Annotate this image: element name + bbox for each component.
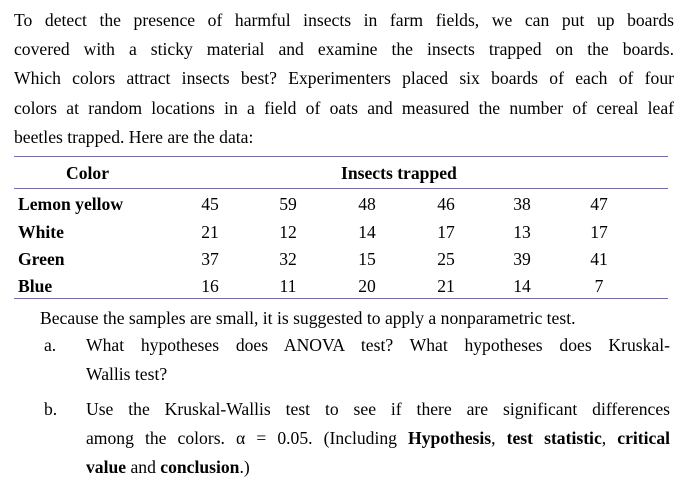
table-top-rule xyxy=(14,156,668,157)
question-b-text-segment: , xyxy=(491,428,507,448)
table-cell: 15 xyxy=(358,249,376,269)
table-cell: 59 xyxy=(279,194,297,214)
table-cell: 20 xyxy=(358,276,376,296)
value-emphasis: value xyxy=(86,457,127,477)
table-cell: 37 xyxy=(201,249,219,269)
table-cell: 14 xyxy=(358,222,376,242)
question-b-label: b. xyxy=(44,399,58,419)
row-label-blue: Blue xyxy=(18,276,53,296)
row-label-lemon-yellow: Lemon yellow xyxy=(18,194,124,214)
table-cell: 13 xyxy=(513,222,531,242)
column-header-insects: Insects trapped xyxy=(341,163,457,183)
intro-line: colors at random locations in a field of… xyxy=(14,97,674,118)
question-b-text-segment: , xyxy=(601,428,618,448)
table-cell: 41 xyxy=(590,249,608,269)
table-cell: 39 xyxy=(513,249,531,269)
intro-line: beetles trapped. Here are the data: xyxy=(14,126,254,147)
question-b-line: value and conclusion.) xyxy=(86,453,670,482)
question-a-label: a. xyxy=(44,335,57,355)
table-cell: 21 xyxy=(201,222,219,242)
table-cell: 25 xyxy=(437,249,455,269)
table-header-rule xyxy=(14,188,668,189)
question-b-text-segment: among the colors. α = 0.05. (Including xyxy=(86,428,409,448)
table-cell: 11 xyxy=(279,276,297,296)
question-a-text: What hypotheses does ANOVA test? What hy… xyxy=(86,331,670,389)
intro-line: covered with a sticky material and exami… xyxy=(14,39,674,60)
table-cell: 32 xyxy=(279,249,297,269)
table-cell: 16 xyxy=(201,276,219,296)
question-a-line: What hypotheses does ANOVA test? What hy… xyxy=(86,335,670,355)
question-b-line: among the colors. α = 0.05. (Including H… xyxy=(86,424,670,453)
table-cell: 47 xyxy=(590,194,608,214)
critical-emphasis: critical xyxy=(617,428,671,448)
intro-line: Which colors attract insects best? Exper… xyxy=(14,68,674,89)
intro-line: To detect the presence of harmful insect… xyxy=(14,10,674,30)
table-cell: 48 xyxy=(358,194,376,214)
row-label-white: White xyxy=(18,222,64,242)
table-cell: 45 xyxy=(201,194,219,214)
question-a-line: Wallis test? xyxy=(86,364,168,384)
hypothesis-emphasis: Hypothesis xyxy=(408,428,492,448)
table-cell: 21 xyxy=(437,276,455,296)
table-cell: 17 xyxy=(590,222,608,242)
question-b-text-segment: .) xyxy=(239,457,250,477)
table-cell: 38 xyxy=(513,194,531,214)
question-b-text: Use the Kruskal-Wallis test to see if th… xyxy=(86,395,670,482)
conclusion-emphasis: conclusion xyxy=(160,457,240,477)
row-label-green: Green xyxy=(18,249,65,269)
nonparametric-note: Because the samples are small, it is sug… xyxy=(40,308,576,328)
table-cell: 7 xyxy=(594,276,604,296)
test-statistic-emphasis: test statistic xyxy=(506,428,602,448)
table-bottom-rule xyxy=(14,298,668,299)
table-cell: 14 xyxy=(513,276,531,296)
table-cell: 46 xyxy=(437,194,455,214)
question-b-line: Use the Kruskal-Wallis test to see if th… xyxy=(86,399,670,419)
table-cell: 12 xyxy=(279,222,297,242)
column-header-color: Color xyxy=(66,163,109,183)
problem-intro: To detect the presence of harmful insect… xyxy=(14,6,674,152)
question-b-text-segment: and xyxy=(126,457,161,477)
table-cell: 17 xyxy=(437,222,455,242)
